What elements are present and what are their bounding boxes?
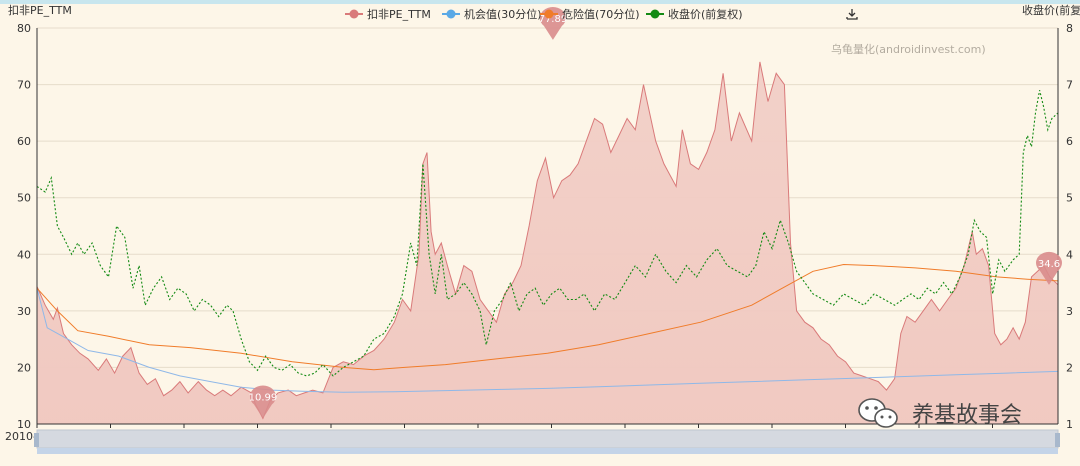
legend-item[interactable]: 危险值(70分位) bbox=[540, 7, 640, 21]
y-left-tick-label: 70 bbox=[17, 79, 31, 92]
wechat-icon bbox=[858, 398, 898, 428]
y-left-tick-label: 80 bbox=[17, 22, 31, 35]
legend-swatch-dot bbox=[446, 9, 456, 19]
pin-marker: 34.6 bbox=[1036, 251, 1062, 285]
series-area-pe bbox=[37, 61, 1058, 425]
legend-swatch-dot bbox=[544, 9, 554, 19]
y-right-tick-label: 8 bbox=[1066, 22, 1073, 35]
legend-label: 扣非PE_TTM bbox=[367, 7, 431, 21]
legend: 扣非PE_TTM 机会值(30分位) 危险值(70分位) 收盘价(前复权) bbox=[345, 7, 743, 21]
y-right-tick-label: 3 bbox=[1066, 305, 1073, 318]
series-line-opportunity bbox=[36, 288, 1059, 393]
legend-item[interactable]: 收盘价(前复权) bbox=[646, 7, 743, 21]
datazoom-range bbox=[37, 448, 1058, 454]
legend-label: 机会值(30分位) bbox=[464, 7, 542, 21]
y-left-tick-label: 60 bbox=[17, 135, 31, 148]
y-left-tick-label: 20 bbox=[17, 361, 31, 374]
brand-text: 养基故事会 bbox=[912, 403, 1022, 428]
pin-label: 10.99 bbox=[249, 392, 278, 403]
top-border bbox=[0, 0, 1080, 4]
datazoom-handle-right[interactable] bbox=[1055, 433, 1060, 447]
legend-item[interactable]: 扣非PE_TTM bbox=[345, 7, 431, 21]
legend-swatch-dot bbox=[349, 9, 359, 19]
pin-label: 34.6 bbox=[1038, 259, 1060, 270]
y-left-tick-label: 40 bbox=[17, 248, 31, 261]
legend-label: 收盘价(前复权) bbox=[668, 7, 743, 21]
datazoom-handle-left[interactable] bbox=[34, 433, 39, 447]
legend-swatch-dot bbox=[650, 9, 660, 19]
series-line-danger bbox=[36, 263, 1059, 371]
datazoom-slider[interactable] bbox=[34, 429, 1060, 454]
pin-marker: 10.99 bbox=[249, 385, 278, 419]
y-left-tick-label: 10 bbox=[17, 418, 31, 431]
y-left-tick-label: 50 bbox=[17, 192, 31, 205]
legend-item[interactable]: 机会值(30分位) bbox=[442, 7, 542, 21]
y-right-tick-label: 7 bbox=[1066, 79, 1073, 92]
right-axis-title: 收盘价(前复权) bbox=[1022, 3, 1080, 17]
y-right-tick-label: 6 bbox=[1066, 135, 1073, 148]
pin-label: 77.89 bbox=[539, 14, 568, 25]
series-line-pe bbox=[36, 61, 1059, 420]
series-line-price bbox=[36, 90, 1059, 377]
pe-area bbox=[37, 61, 1058, 425]
y-left-tick-label: 30 bbox=[17, 305, 31, 318]
wechat-brand: 养基故事会 bbox=[858, 398, 1022, 428]
y-right-tick-label: 1 bbox=[1066, 418, 1073, 431]
legend-label: 危险值(70分位) bbox=[562, 7, 640, 21]
download-icon[interactable] bbox=[846, 9, 858, 20]
watermark: 乌龟量化(androidinvest.com) bbox=[831, 42, 986, 56]
datazoom-track[interactable] bbox=[36, 429, 1059, 449]
y-right-tick-label: 2 bbox=[1066, 361, 1073, 374]
y-right-tick-label: 4 bbox=[1066, 248, 1073, 261]
left-axis-title: 扣非PE_TTM bbox=[8, 3, 72, 17]
y-right-tick-label: 5 bbox=[1066, 192, 1073, 205]
series-lines bbox=[36, 61, 1059, 420]
